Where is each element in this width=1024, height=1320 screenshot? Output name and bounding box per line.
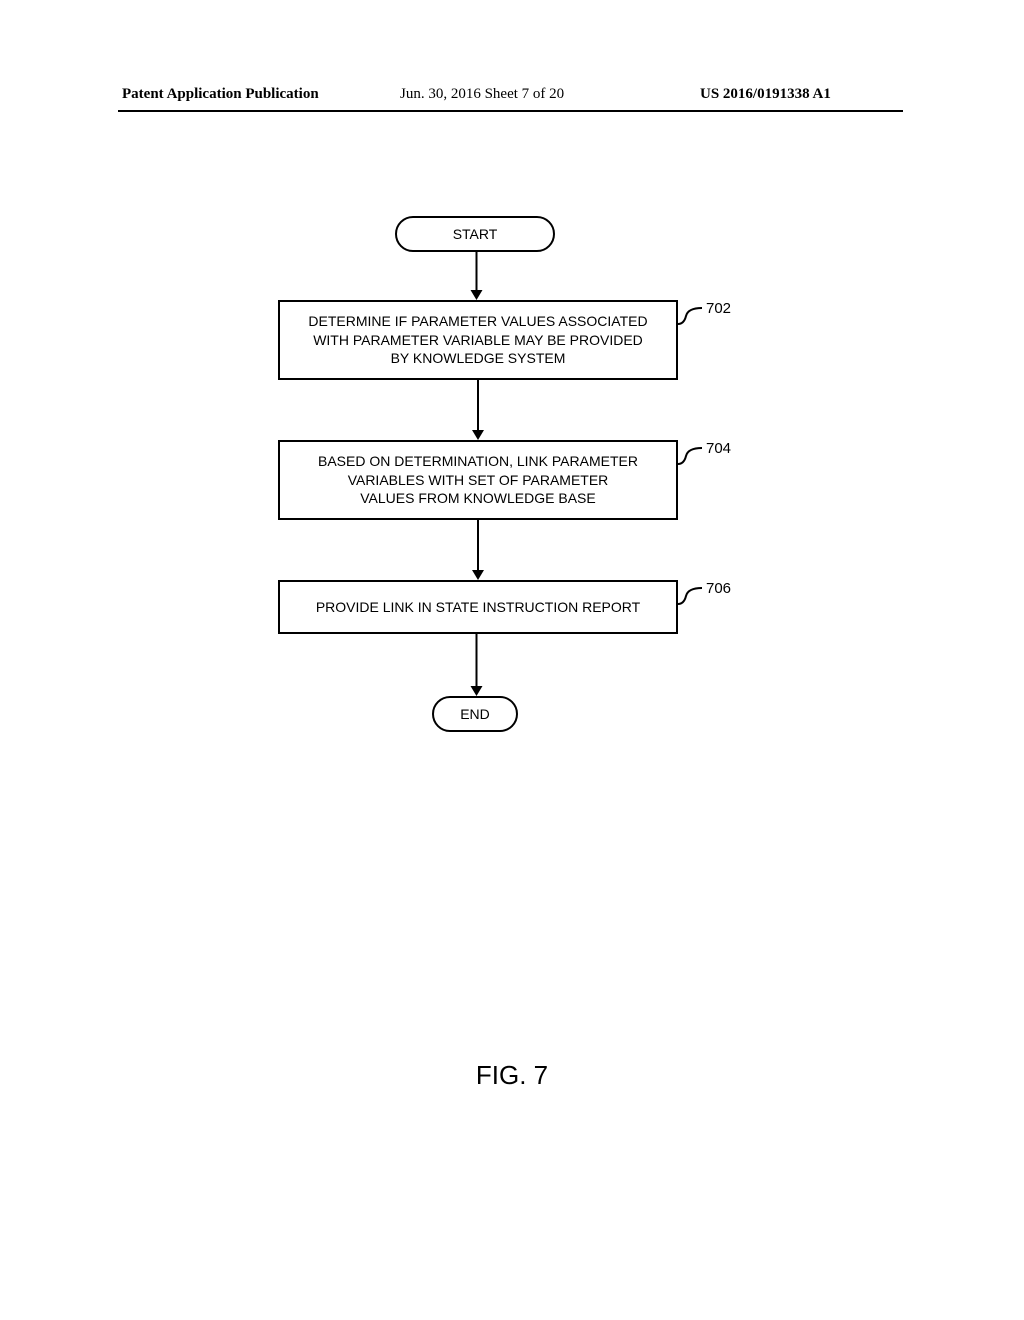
flow-arrows — [0, 0, 1024, 1320]
patent-page: Patent Application Publication Jun. 30, … — [0, 0, 1024, 1320]
figure-label: FIG. 7 — [0, 1060, 1024, 1091]
